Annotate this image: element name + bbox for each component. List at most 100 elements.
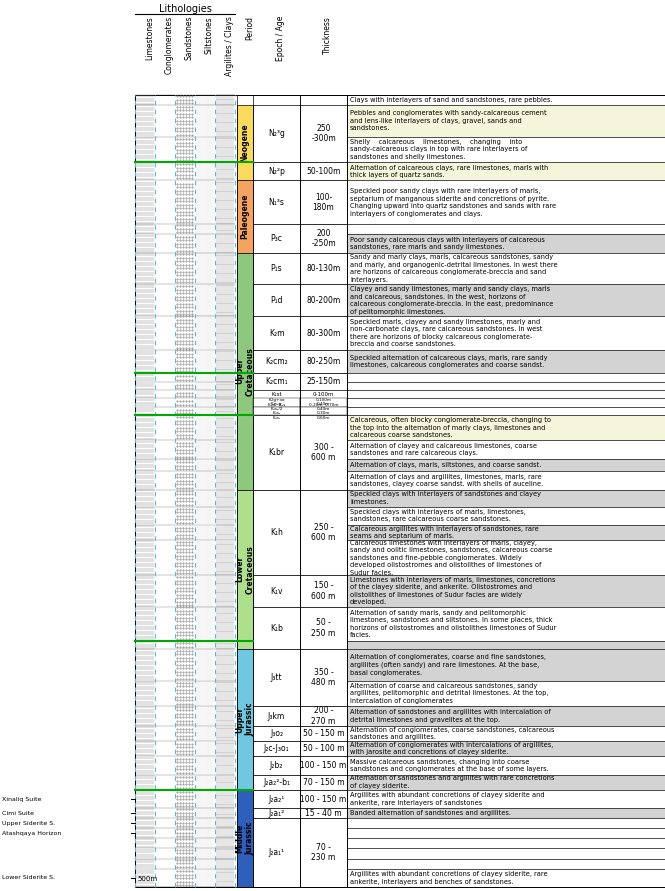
Bar (347, 407, 665, 415)
Text: P₃c: P₃c (271, 233, 283, 243)
Text: 50 -
250 m: 50 - 250 m (311, 618, 336, 638)
Bar (347, 162, 665, 181)
Text: 200 -
270 m: 200 - 270 m (311, 707, 336, 726)
Text: 100 - 150 m: 100 - 150 m (301, 761, 346, 770)
Text: Massive calcareous sandstones, changing into coarse
sandstones and conglomerates: Massive calcareous sandstones, changing … (350, 759, 549, 772)
Text: Argillites with abundant concretions of clayey siderite and
ankerite, rare inter: Argillites with abundant concretions of … (350, 792, 545, 805)
Bar (237, 105, 253, 181)
Bar (347, 525, 665, 540)
Text: 0-40m
0-40m
0-30m
0-60m: 0-40m 0-40m 0-30m 0-60m (317, 402, 331, 420)
Bar (347, 576, 665, 607)
Bar (253, 415, 300, 490)
Text: Banded alternation of sandstones and argillites.: Banded alternation of sandstones and arg… (350, 810, 511, 816)
Bar (347, 756, 665, 774)
Bar (300, 756, 347, 774)
Bar (347, 234, 665, 252)
Text: Atashqaya Horizon: Atashqaya Horizon (2, 831, 61, 836)
Bar (300, 390, 347, 398)
Bar (253, 576, 300, 607)
Text: Upper
Jurassic: Upper Jurassic (235, 703, 255, 736)
Bar (253, 607, 300, 649)
Bar (253, 756, 300, 774)
Text: Neogene: Neogene (241, 124, 249, 162)
Bar (253, 162, 300, 181)
Bar (300, 789, 347, 808)
Bar (253, 789, 300, 808)
Bar (300, 398, 347, 407)
Text: Middle
Jurassic: Middle Jurassic (235, 822, 255, 855)
Bar (347, 540, 665, 576)
Text: Speckled marls, clayey and sandy limestones, marly and
non-carbonate clays, rare: Speckled marls, clayey and sandy limesto… (350, 319, 543, 347)
Text: K₁h: K₁h (270, 528, 283, 537)
Text: Alternation of calcareous clays, rare limestones, marls with
thick layers of qua: Alternation of calcareous clays, rare li… (350, 165, 548, 178)
Text: 300 -
600 m: 300 - 600 m (311, 443, 336, 462)
Text: 80-130m: 80-130m (307, 264, 340, 273)
Bar (253, 741, 300, 756)
Text: J₃tt: J₃tt (271, 673, 283, 682)
Text: Clayey and sandy limestones, marly and sandy clays, marls
and calcareous, sandst: Clayey and sandy limestones, marly and s… (350, 286, 553, 315)
Bar (347, 490, 665, 506)
Bar (300, 774, 347, 789)
Text: N₁³s: N₁³s (269, 198, 285, 207)
Text: Xinaliq Suite: Xinaliq Suite (2, 797, 41, 802)
Bar (253, 407, 300, 415)
Text: J₃o₂: J₃o₂ (270, 729, 283, 738)
Bar (253, 818, 300, 887)
Bar (347, 390, 665, 398)
Text: Cimi Suite: Cimi Suite (2, 811, 34, 816)
Bar (347, 471, 665, 490)
Bar (253, 284, 300, 316)
Bar (300, 407, 347, 415)
Text: Lower Siderite S.: Lower Siderite S. (2, 875, 55, 880)
Bar (300, 105, 347, 162)
Text: 100-
180m: 100- 180m (313, 192, 334, 212)
Bar (300, 726, 347, 741)
Text: Alternation of sandstones and argillites with rare concretions
of clayey siderit: Alternation of sandstones and argillites… (350, 775, 555, 789)
Text: Speckled poor sandy clays with rare interlayers of marls,
septarium of manganous: Speckled poor sandy clays with rare inte… (350, 188, 556, 217)
Bar (135, 95, 665, 887)
Bar (253, 649, 300, 706)
Text: Lower
Cretaceous: Lower Cretaceous (235, 545, 255, 593)
Text: 100 - 150 m: 100 - 150 m (301, 795, 346, 804)
Text: 200
-250m: 200 -250m (311, 229, 336, 248)
Text: K₁v: K₁v (270, 586, 283, 596)
Text: Poor sandy calcareous clays with interlayers of calcareous
sandstones, rare marl: Poor sandy calcareous clays with interla… (350, 237, 545, 250)
Text: Alternation of coarse and calcareous sandstones, sandy
argillites, pelitomorphic: Alternation of coarse and calcareous san… (350, 683, 549, 704)
Text: 0-100m: 0-100m (313, 392, 334, 396)
Bar (237, 95, 347, 887)
Bar (347, 789, 665, 808)
Text: 150 -
600 m: 150 - 600 m (311, 582, 336, 601)
Text: Alternation of sandy marls, sandy and pelitomorphic
limestones, sandstones and s: Alternation of sandy marls, sandy and pe… (350, 609, 556, 638)
Bar (347, 741, 665, 756)
Text: 50-100m: 50-100m (307, 167, 340, 176)
Text: 50 - 100 m: 50 - 100 m (303, 744, 344, 753)
Bar (253, 316, 300, 350)
Bar (300, 181, 347, 224)
Text: Thickness: Thickness (323, 16, 332, 53)
Text: Speckled alternation of calcareous clays, marls, rare sandy
limestones, calcareo: Speckled alternation of calcareous clays… (350, 355, 547, 368)
Text: Calcareous argillites with interlayers of sandstones, rare
seams and septarium o: Calcareous argillites with interlayers o… (350, 526, 539, 539)
Text: Lithologies: Lithologies (158, 4, 211, 14)
Text: Conglomerates: Conglomerates (165, 16, 174, 74)
Text: Alternation of conglomerates with intercalations of argillites,
with jarosite an: Alternation of conglomerates with interc… (350, 742, 553, 756)
Bar (347, 284, 665, 316)
Bar (253, 181, 300, 224)
Text: 250 -
600 m: 250 - 600 m (311, 523, 336, 543)
Bar (300, 162, 347, 181)
Text: 0-100m
0-20m  0-70m: 0-100m 0-20m 0-70m (309, 398, 338, 407)
Text: J₂a₁¹: J₂a₁¹ (269, 848, 285, 857)
Bar (347, 818, 665, 829)
Text: J₂c-J₃o₁: J₂c-J₃o₁ (264, 744, 289, 753)
Text: Argillites with abundant concretions of clayey siderite, rare
ankerite, interlay: Argillites with abundant concretions of … (350, 871, 547, 885)
Text: Pebbles and conglomerates with sandy-calcareous cement
and lens-like interlayers: Pebbles and conglomerates with sandy-cal… (350, 110, 547, 132)
Bar (347, 224, 665, 234)
Bar (253, 774, 300, 789)
Bar (347, 774, 665, 789)
Text: Period: Period (245, 16, 254, 40)
Text: K₁br: K₁br (269, 448, 285, 457)
Text: 350 -
480 m: 350 - 480 m (311, 667, 336, 687)
Text: J₂b₂: J₂b₂ (270, 761, 283, 770)
Text: Sandstones: Sandstones (185, 16, 194, 61)
Bar (347, 808, 665, 818)
Text: Alternation of clays, marls, siltstones, and coarse sandst.: Alternation of clays, marls, siltstones,… (350, 462, 541, 468)
